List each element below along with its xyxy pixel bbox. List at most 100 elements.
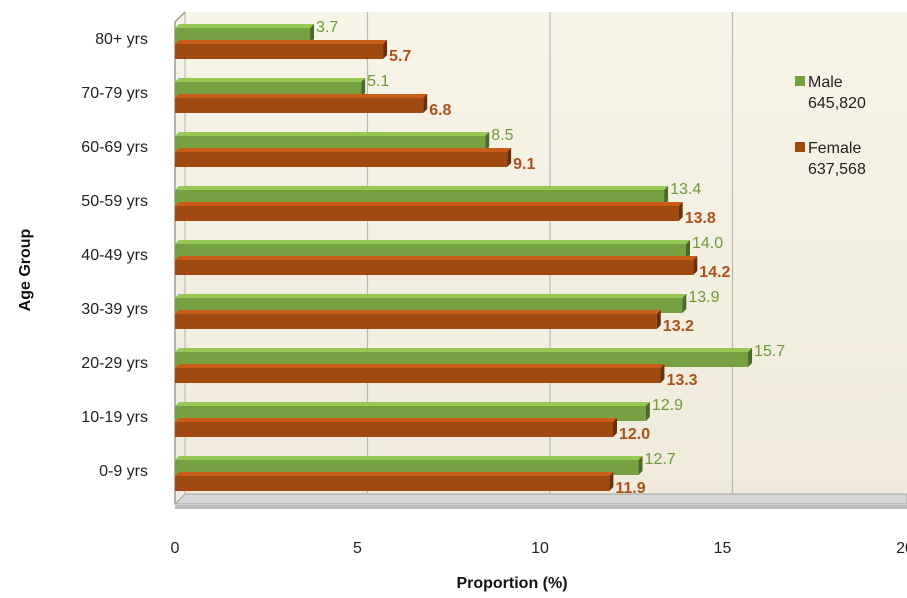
bar-end-face (664, 186, 669, 205)
bar-top-face (175, 186, 669, 190)
bar-top-face (175, 256, 698, 260)
bar-front-face (175, 190, 665, 205)
y-tick-label: 30-39 yrs (81, 301, 148, 318)
data-label-female: 14.2 (699, 264, 730, 281)
bar-front-face (175, 406, 646, 421)
data-label-female: 13.2 (663, 318, 694, 335)
bar-end-face (682, 294, 687, 313)
bar-end-face (383, 40, 388, 59)
bar-end-face (748, 348, 753, 367)
bar-male (175, 348, 753, 367)
bar-top-face (175, 402, 650, 406)
bar-front-face (175, 82, 362, 97)
data-label-male: 12.9 (652, 397, 683, 414)
x-axis-title: Proportion (%) (456, 575, 567, 592)
bar-female (175, 256, 698, 275)
bar-female (175, 364, 665, 383)
bar-end-face (423, 94, 428, 113)
bar-female (175, 148, 512, 167)
x-tick-label: 0 (171, 540, 180, 557)
data-label-male: 13.9 (688, 289, 719, 306)
bar-front-face (175, 136, 486, 151)
bar-front-face (175, 98, 424, 113)
y-axis-title: Age Group (17, 228, 34, 311)
bar-female (175, 94, 428, 113)
y-tick-label: 0-9 yrs (99, 463, 148, 480)
bar-top-face (175, 418, 617, 422)
data-label-male: 3.7 (316, 19, 338, 36)
bar-end-face (361, 78, 366, 97)
bar-male (175, 24, 315, 43)
legend-male-name: Male (808, 74, 843, 91)
bar-male (175, 240, 690, 259)
data-label-female: 11.9 (615, 480, 645, 497)
bar-front-face (175, 206, 679, 221)
bar-male (175, 78, 366, 97)
bar-top-face (175, 240, 690, 244)
legend-male-count: 645,820 (808, 95, 866, 112)
bar-top-face (175, 294, 687, 298)
bar-male (175, 456, 643, 475)
data-label-male: 14.0 (692, 235, 723, 252)
bar-front-face (175, 314, 657, 329)
bar-top-face (175, 472, 614, 476)
bar-end-face (613, 418, 617, 437)
bar-front-face (175, 28, 311, 43)
legend-female-name: Female (808, 140, 861, 157)
bar-front-face (175, 298, 683, 313)
bar-male (175, 132, 490, 151)
bar-front-face (175, 352, 749, 367)
bar-top-face (175, 40, 388, 44)
y-tick-label: 70-79 yrs (81, 85, 148, 102)
y-tick-label: 50-59 yrs (81, 193, 148, 210)
bar-end-face (609, 472, 614, 491)
x-tick-label: 5 (353, 540, 362, 557)
bar-top-face (175, 310, 661, 314)
bar-female (175, 418, 617, 437)
data-label-male: 13.4 (670, 181, 701, 198)
bar-end-face (686, 240, 690, 259)
bar-front-face (175, 152, 508, 167)
bar-female (175, 40, 388, 59)
legend-swatch-female (795, 142, 805, 152)
bar-top-face (175, 364, 665, 368)
data-label-female: 13.8 (685, 210, 716, 227)
y-tick-label: 20-29 yrs (81, 355, 148, 372)
legend: Male 645,820 Female 637,568 (795, 74, 866, 178)
bar-front-face (175, 260, 694, 275)
bar-end-face (485, 132, 490, 151)
bar-end-face (645, 402, 650, 421)
bar-top-face (175, 94, 428, 98)
bar-male (175, 402, 650, 421)
bar-top-face (175, 456, 643, 460)
data-label-male: 8.5 (491, 127, 513, 144)
x-tick-label: 15 (714, 540, 732, 557)
bar-end-face (638, 456, 643, 475)
data-label-male: 15.7 (754, 343, 785, 360)
y-tick-label: 60-69 yrs (81, 139, 148, 156)
data-label-female: 12.0 (619, 426, 650, 443)
y-tick-label: 10-19 yrs (81, 409, 148, 426)
data-label-male: 5.1 (367, 73, 389, 90)
data-label-female: 13.3 (666, 372, 697, 389)
bar-end-face (507, 148, 512, 167)
bar-front-face (175, 476, 610, 491)
bar-top-face (175, 24, 315, 28)
bar-end-face (693, 256, 698, 275)
bar-top-face (175, 132, 490, 136)
bar-end-face (310, 24, 315, 43)
bar-top-face (175, 78, 366, 82)
bar-end-face (656, 310, 661, 329)
plot-left-wall-top (174, 11, 186, 23)
bar-female (175, 310, 661, 329)
legend-swatch-male (795, 76, 805, 86)
y-tick-label: 40-49 yrs (81, 247, 148, 264)
x-tick-label: 10 (531, 540, 549, 557)
plot-floor (173, 493, 907, 505)
legend-female-count: 637,568 (808, 161, 866, 178)
data-label-female: 9.1 (513, 156, 535, 173)
x-tick-label: 20 (896, 540, 907, 557)
data-label-female: 5.7 (389, 48, 411, 65)
data-label-female: 6.8 (429, 102, 451, 119)
